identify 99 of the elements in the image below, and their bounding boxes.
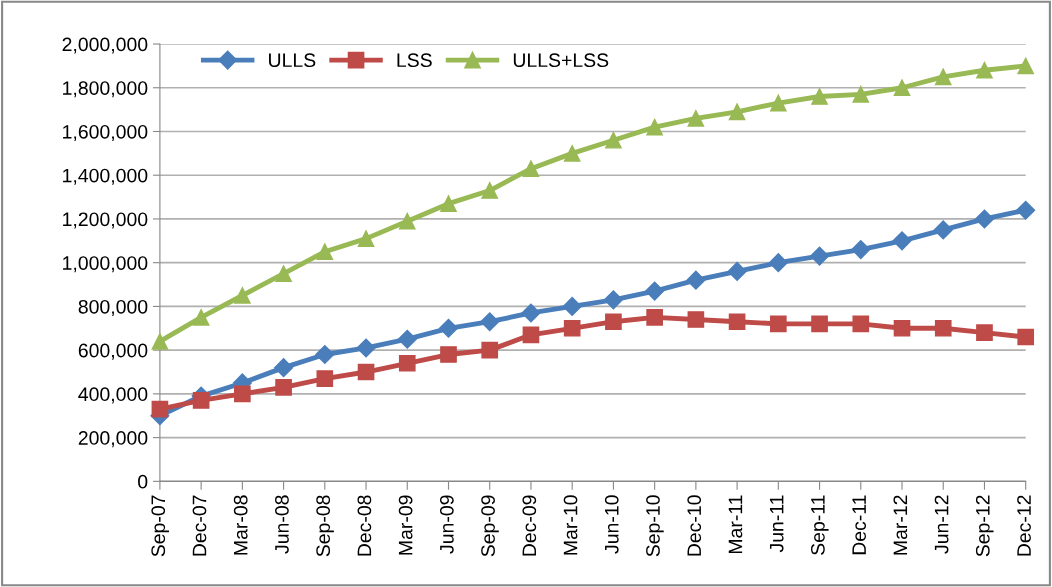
point: [892, 231, 912, 251]
x-tick-label: Mar-08: [233, 495, 248, 555]
y-tick-label: 200,000: [78, 431, 148, 448]
y-tick-label: 1,600,000: [63, 124, 148, 142]
point: [686, 270, 706, 290]
x-tick-label: Sep-09: [481, 495, 499, 557]
x-tick-label: Mar-11: [728, 495, 743, 554]
y-tick-label: 1,400,000: [63, 168, 148, 185]
point: [275, 378, 292, 396]
point: [893, 319, 911, 337]
point: [481, 341, 499, 359]
x-tick-label: Dec-12: [1017, 495, 1031, 556]
x-tick-label: Jun-11: [769, 495, 784, 553]
point: [810, 246, 830, 266]
point: [151, 333, 169, 350]
point: [934, 68, 952, 86]
point: [1016, 200, 1036, 220]
point: [852, 85, 870, 103]
point: [605, 313, 622, 331]
legend-label: LSS: [397, 53, 432, 68]
point: [438, 318, 459, 338]
point: [357, 230, 375, 247]
point: [192, 309, 210, 326]
point: [397, 329, 417, 349]
point: [851, 240, 871, 260]
point: [275, 265, 292, 282]
point: [769, 94, 787, 112]
point: [687, 110, 705, 127]
x-tick-label: Dec-10: [687, 495, 702, 556]
point: [440, 346, 457, 363]
point: [274, 358, 294, 378]
y-tick-label: 1,200,000: [63, 212, 148, 229]
x-tick-label: Sep-08: [316, 495, 334, 557]
point: [1017, 328, 1035, 346]
x-tick-label: Jun-08: [275, 495, 289, 554]
point: [934, 319, 952, 337]
point: [440, 195, 457, 212]
point: [192, 392, 210, 409]
point: [398, 212, 416, 230]
point: [481, 182, 499, 199]
y-tick-label: 600,000: [78, 343, 148, 360]
point: [976, 324, 993, 341]
point: [563, 145, 581, 162]
point: [1017, 57, 1035, 75]
point: [646, 309, 663, 326]
point: [728, 313, 746, 331]
point: [522, 160, 540, 177]
point: [356, 338, 376, 358]
x-tick-label: Sep-11: [811, 495, 829, 555]
point: [357, 363, 375, 381]
x-tick-label: Dec-07: [192, 495, 207, 556]
point: [727, 261, 747, 281]
y-tick-label: 2,000,000: [62, 37, 148, 54]
x-tick-label: Sep-10: [646, 495, 664, 557]
x-tick-label: Jun-09: [439, 495, 454, 554]
point: [522, 326, 540, 344]
point: [811, 88, 828, 105]
point: [811, 315, 828, 333]
y-tick-label: 1,800,000: [63, 81, 148, 98]
point: [974, 209, 995, 229]
point: [852, 315, 870, 333]
x-tick-label: Mar-09: [398, 495, 413, 555]
y-tick-label: 1,000,000: [63, 256, 148, 273]
point: [316, 243, 334, 261]
point: [316, 370, 334, 387]
x-tick-label: Dec-11: [852, 495, 867, 555]
point: [480, 312, 500, 332]
point: [687, 311, 705, 328]
point: [646, 118, 663, 136]
point: [151, 400, 169, 418]
x-tick-label: Dec-09: [522, 495, 537, 556]
point: [315, 344, 335, 365]
point: [234, 385, 251, 403]
x-tick-label: Sep-07: [151, 495, 169, 557]
x-tick-label: Jun-12: [934, 495, 949, 554]
y-tick-label: 0: [138, 474, 148, 489]
point: [933, 220, 953, 240]
point: [605, 131, 622, 149]
legend-label: ULLS: [269, 53, 316, 68]
y-tick-label: 400,000: [78, 387, 148, 404]
x-tick-label: Dec-08: [357, 495, 372, 556]
point: [645, 281, 665, 301]
x-tick-label: Sep-12: [975, 495, 994, 557]
x-tick-label: Jun-10: [604, 495, 619, 554]
point: [562, 296, 582, 316]
point: [563, 319, 581, 337]
point: [521, 303, 541, 323]
x-tick-label: Mar-10: [563, 495, 578, 555]
legend-label: ULLS+LSS: [513, 53, 609, 68]
point: [768, 253, 788, 273]
x-tick-label: Mar-12: [893, 495, 908, 555]
point: [728, 103, 746, 121]
point: [398, 354, 416, 372]
point: [234, 287, 251, 304]
point: [893, 79, 911, 97]
point: [769, 315, 787, 333]
point: [976, 61, 993, 79]
point: [603, 290, 623, 310]
y-tick-label: 800,000: [78, 299, 148, 316]
